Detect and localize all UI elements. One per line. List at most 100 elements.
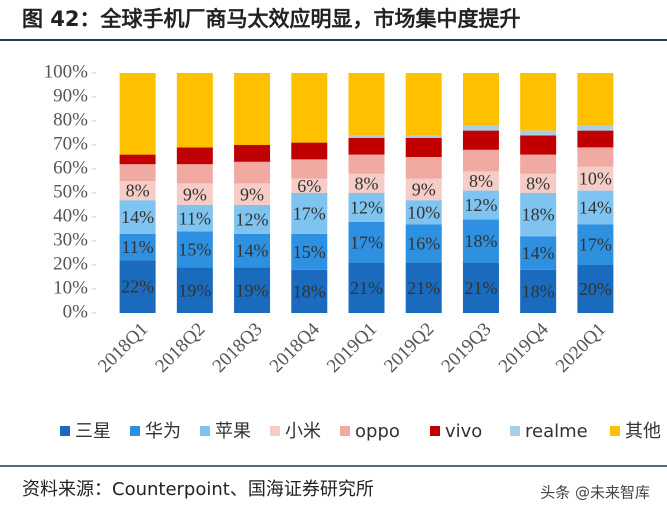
- bar-segment: [405, 224, 442, 263]
- value-label: 16%: [407, 234, 440, 254]
- legend-swatch: [200, 426, 210, 436]
- value-label: 12%: [350, 198, 383, 218]
- bar-segment: [462, 130, 499, 150]
- value-label: 8%: [526, 174, 550, 194]
- bar-segment: [520, 130, 557, 136]
- bar-segment: [405, 73, 442, 136]
- bar-segment: [405, 178, 442, 201]
- legend-swatch: [130, 426, 140, 436]
- bar-segment: [119, 154, 156, 165]
- bar-segment: [462, 262, 499, 313]
- bar-segment: [520, 73, 557, 131]
- value-label: 9%: [412, 180, 436, 200]
- bar-segment: [462, 149, 499, 172]
- value-label: 17%: [293, 204, 326, 224]
- bar-segment: [234, 267, 271, 313]
- bar-segment: [462, 125, 499, 131]
- bar-segment: [119, 260, 156, 313]
- bar-segment: [291, 233, 328, 270]
- legend-label: vivo: [445, 421, 482, 442]
- value-label: 6%: [297, 176, 321, 196]
- value-label: 21%: [407, 278, 440, 298]
- value-label: 11%: [179, 208, 211, 228]
- x-tick-label: 2020Q1: [552, 319, 610, 377]
- value-label: 8%: [355, 174, 379, 194]
- legend-swatch: [270, 426, 280, 436]
- y-tick-label: 20%: [53, 253, 88, 274]
- bar-segment: [462, 171, 499, 191]
- bar-segment: [176, 73, 213, 148]
- legend-label: 华为: [145, 421, 181, 442]
- bar-segment: [520, 269, 557, 313]
- bar-segment: [577, 166, 614, 191]
- bar-segment: [405, 135, 442, 138]
- bar-segment: [176, 183, 213, 205]
- y-tick-label: 40%: [53, 205, 88, 226]
- x-tick-label: 2019Q3: [437, 319, 495, 377]
- bar-segment: [348, 135, 385, 138]
- watermark: 头条 @未来智库: [540, 484, 650, 502]
- bar-segment: [348, 154, 385, 174]
- bar-segment: [520, 236, 557, 270]
- legend-swatch: [60, 426, 70, 436]
- value-label: 20%: [579, 279, 612, 299]
- bar-segment: [577, 224, 614, 265]
- legend-swatch: [430, 426, 440, 436]
- y-tick-label: 100%: [44, 61, 89, 82]
- y-tick-label: 0%: [63, 301, 89, 322]
- y-tick-label: 90%: [53, 85, 88, 106]
- bar-segment: [577, 147, 614, 167]
- bar-segment: [291, 178, 328, 193]
- value-label: 18%: [522, 282, 555, 302]
- value-label: 17%: [350, 232, 383, 252]
- y-tick-label: 30%: [53, 229, 88, 250]
- bar-segment: [176, 164, 213, 184]
- bar-segment: [348, 221, 385, 263]
- bar-segment: [520, 193, 557, 237]
- bar-segment: [119, 200, 156, 234]
- x-tick-label: 2018Q1: [94, 319, 152, 377]
- value-label: 21%: [350, 278, 383, 298]
- x-tick-label: 2019Q2: [380, 319, 438, 377]
- value-label: 12%: [464, 195, 497, 215]
- x-tick-label: 2018Q4: [266, 318, 324, 376]
- legend-swatch: [610, 426, 620, 436]
- value-label: 22%: [121, 277, 154, 297]
- bar-segment: [119, 73, 156, 155]
- bar-segment: [234, 205, 271, 234]
- bar-segment: [176, 147, 213, 165]
- y-tick-label: 50%: [53, 181, 88, 202]
- legend-label: 苹果: [215, 421, 251, 442]
- bar-segment: [348, 193, 385, 222]
- bar-segment: [405, 200, 442, 225]
- bar-segment: [348, 73, 385, 136]
- chart-title: 图 42：全球手机厂商马太效应明显，市场集中度提升: [22, 7, 521, 31]
- bar-segment: [291, 193, 328, 234]
- bar-segment: [462, 219, 499, 263]
- bar-segment: [291, 159, 328, 179]
- legend-swatch: [510, 426, 520, 436]
- value-label: 10%: [407, 202, 440, 222]
- bar-segment: [234, 183, 271, 205]
- value-label: 9%: [240, 184, 264, 204]
- legend-label: oppo: [355, 421, 400, 442]
- bar-segment: [348, 262, 385, 313]
- bar-segment: [119, 181, 156, 201]
- y-tick-label: 80%: [53, 109, 88, 130]
- bar-segment: [520, 173, 557, 193]
- value-label: 18%: [522, 205, 555, 225]
- bar-segment: [462, 190, 499, 220]
- bar-segment: [405, 157, 442, 179]
- bar-segment: [234, 145, 271, 162]
- value-label: 12%: [236, 210, 269, 230]
- value-label: 14%: [522, 243, 555, 263]
- bar-segment: [291, 73, 328, 143]
- bar-segment: [577, 130, 614, 148]
- bar-segment: [405, 137, 442, 157]
- value-label: 17%: [579, 235, 612, 255]
- legend-label: 三星: [75, 421, 111, 442]
- value-label: 21%: [464, 278, 497, 298]
- legend-label: 小米: [285, 421, 321, 442]
- value-label: 18%: [464, 231, 497, 251]
